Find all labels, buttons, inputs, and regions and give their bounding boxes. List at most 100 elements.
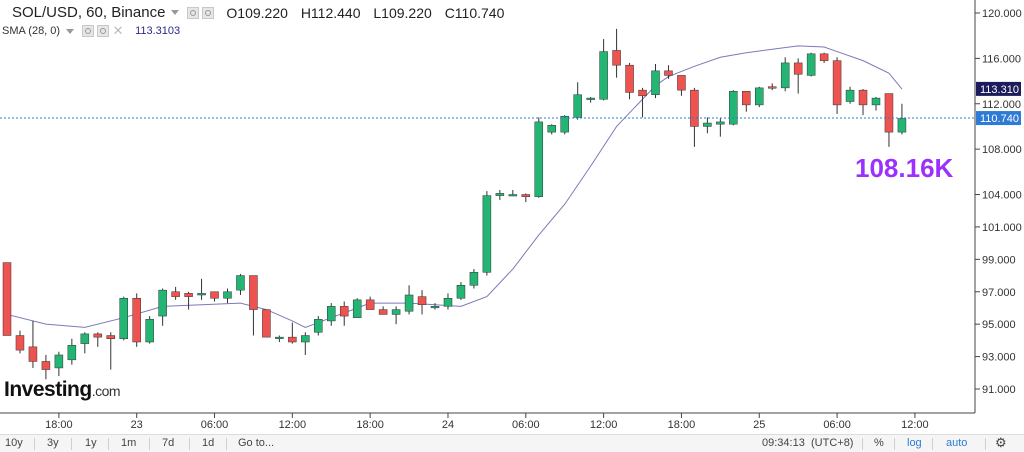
candle-body — [456, 285, 466, 299]
ohlc-open: O109.220 — [226, 4, 288, 21]
indicator-chevron-down-icon[interactable] — [66, 28, 75, 34]
symbol-title[interactable]: SOL/USD, 60, Binance — [12, 4, 166, 21]
price-tags: 113.310 110.740 — [976, 81, 1021, 126]
price-chart[interactable]: 120.000 116.000 112.000 108.000 104.000 101.0… — [0, 0, 1024, 434]
y-tick-label: 91.000 — [982, 384, 1016, 396]
y-tick-label: 101.000 — [982, 222, 1022, 234]
x-tick-label: 06:00 — [201, 419, 229, 431]
candle-body — [534, 121, 544, 197]
sma-line — [6, 45, 903, 328]
candle-body — [28, 346, 38, 362]
goto-button[interactable]: Go to... — [238, 437, 275, 449]
candle — [119, 296, 128, 341]
indicator-name[interactable]: SMA (28, 0) — [2, 25, 61, 37]
candle-body — [262, 309, 271, 338]
candle-body — [755, 87, 764, 106]
candle-body — [884, 93, 894, 133]
range-7d-button[interactable]: 7d — [162, 437, 175, 449]
candle-body — [430, 306, 440, 309]
candle-body — [171, 291, 180, 297]
x-tick-label: 25 — [753, 419, 765, 431]
candle — [54, 351, 64, 377]
candle — [391, 306, 401, 325]
range-1d-button[interactable]: 1d — [202, 437, 215, 449]
candle-body — [158, 289, 167, 317]
range-1y-button[interactable]: 1y — [85, 437, 97, 449]
candle-body — [560, 115, 569, 133]
x-tick-label: 18:00 — [45, 419, 73, 431]
indicator-visibility-icon[interactable] — [82, 25, 95, 37]
auto-toggle[interactable]: auto — [946, 437, 968, 449]
candle — [456, 282, 466, 300]
candle — [664, 65, 673, 79]
candle-body — [495, 193, 505, 196]
gear-icon[interactable]: ⚙ — [995, 435, 1007, 450]
candle — [378, 306, 388, 315]
settings-icon[interactable] — [187, 6, 200, 19]
candle-body — [806, 53, 816, 76]
ohlc-high: H112.440 — [300, 4, 361, 21]
candle-body — [365, 299, 375, 310]
x-tick-label: 18:00 — [356, 419, 384, 431]
candle-body — [716, 121, 725, 125]
visibility-icon[interactable] — [202, 6, 215, 19]
candle-body — [119, 297, 128, 340]
candle-body — [664, 70, 673, 76]
logo-brand: Investing — [4, 378, 92, 401]
range-10y-button[interactable]: 10y — [5, 437, 23, 449]
price-tag-box — [976, 111, 1021, 126]
price-tag-label: 110.740 — [980, 113, 1019, 125]
candle — [845, 86, 855, 104]
x-tick-label: 12:00 — [279, 419, 307, 431]
candle-body — [586, 97, 595, 100]
candle — [314, 316, 323, 336]
candle — [625, 62, 634, 100]
candle — [80, 332, 90, 354]
candle-body — [327, 306, 336, 322]
y-tick-label: 104.000 — [982, 190, 1022, 202]
candle-body — [132, 297, 141, 343]
bottom-toolbar: 10y 3y 1y 1m 7d 1d Go to... 09:34:13 (UT… — [0, 434, 1024, 452]
chevron-down-icon[interactable] — [171, 10, 180, 15]
y-tick-label: 116.000 — [982, 53, 1021, 65]
candle — [858, 89, 868, 116]
candle — [288, 322, 297, 344]
candle-body — [67, 344, 77, 361]
candle — [599, 39, 608, 101]
ohlc-low: L109.220 — [373, 4, 432, 21]
candle — [690, 87, 699, 147]
candle-body — [236, 275, 245, 291]
ohlc-close: C110.740 — [444, 4, 505, 21]
range-3y-button[interactable]: 3y — [47, 437, 59, 449]
indicator-settings-icon[interactable] — [97, 25, 110, 37]
candle-body — [249, 275, 258, 310]
candle — [15, 330, 25, 354]
percent-toggle[interactable]: % — [874, 437, 884, 449]
timezone[interactable]: (UTC+8) — [811, 437, 854, 449]
candle — [28, 320, 38, 368]
candle — [495, 189, 505, 200]
candle-body — [197, 293, 206, 296]
candle-body — [469, 272, 479, 286]
divider — [985, 438, 986, 450]
price-axis[interactable]: 120.000 116.000 112.000 108.000 104.000 101.0… — [975, 8, 1022, 396]
divider — [34, 438, 35, 450]
candle — [482, 191, 492, 276]
indicator-close-icon[interactable]: ✕ — [112, 23, 124, 38]
ohlc-values: O109.220 H112.440 L109.220 C110.740 — [226, 5, 513, 21]
candle — [223, 288, 232, 304]
time-axis[interactable]: 18:00 23 06:00 12:00 18:00 24 06:00 12:00 18:00 2… — [45, 413, 929, 431]
investing-logo: Investing.com — [4, 378, 121, 402]
candle — [210, 291, 219, 302]
x-tick-label: 18:00 — [668, 419, 696, 431]
candle — [404, 285, 414, 315]
candle — [793, 58, 803, 94]
candle-body — [482, 195, 492, 273]
candle — [729, 90, 738, 126]
candle — [767, 83, 777, 91]
range-1m-button[interactable]: 1m — [121, 437, 137, 449]
log-toggle[interactable]: log — [907, 437, 922, 449]
candle-body — [41, 361, 51, 370]
y-tick-label: 112.000 — [982, 99, 1021, 111]
volume-annotation: 108.16K — [855, 153, 954, 183]
